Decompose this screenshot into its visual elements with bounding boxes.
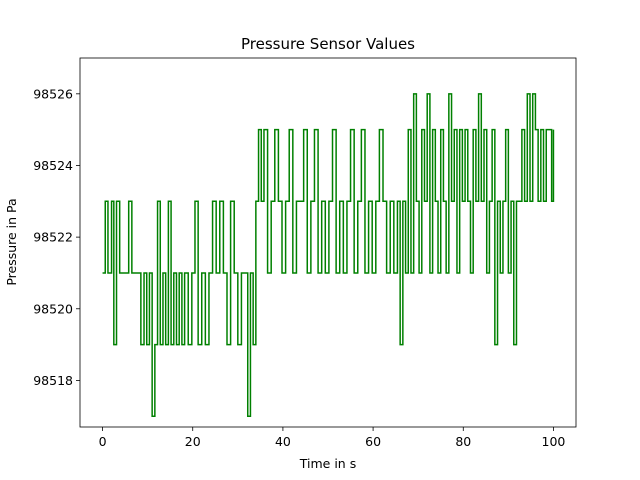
x-tick-label: 60 [365,434,381,449]
x-tick-label: 0 [99,434,107,449]
y-axis-ticks: 98518 98520 98522 98524 98526 [33,86,80,388]
x-tick-label: 100 [542,434,566,449]
y-axis-label: Pressure in Pa [4,198,19,285]
x-tick-label: 40 [275,434,291,449]
plot-frame [79,57,577,428]
x-tick-label: 80 [455,434,471,449]
x-axis-label: Time in s [299,456,356,471]
y-tick-label: 98526 [33,86,73,101]
pressure-series-line [102,93,555,417]
x-axis-ticks: 0 20 40 60 80 100 [99,427,566,449]
y-tick-label: 98524 [33,158,73,173]
chart-title: Pressure Sensor Values [241,35,415,53]
plot-area [79,57,577,428]
y-tick-label: 98522 [33,230,73,245]
y-tick-label: 98520 [33,301,73,316]
y-tick-label: 98518 [33,373,73,388]
x-tick-label: 20 [185,434,201,449]
